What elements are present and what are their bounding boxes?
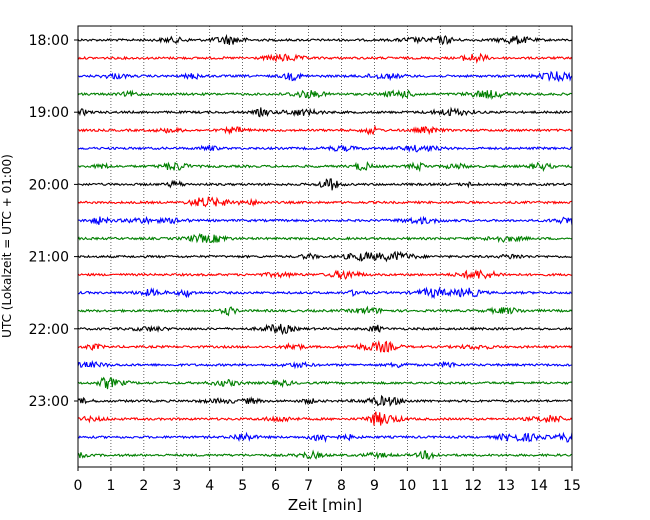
seismic-trace [77,106,573,118]
seismic-trace [77,286,573,300]
seismic-trace [77,144,573,153]
y-tick-label: 19:00 [29,105,69,121]
seismic-trace [77,250,573,263]
plot-frame [77,25,573,468]
seismic-trace [77,196,573,208]
x-tick-label: 5 [238,478,247,494]
seismic-trace [77,52,573,64]
y-tick-label: 21:00 [29,250,69,266]
x-tick-label: 8 [337,478,346,494]
y-tick-label: 18:00 [29,33,69,49]
x-tick-label: 13 [497,478,515,494]
x-tick-label: 6 [271,478,280,494]
y-tick-label: 22:00 [29,322,69,338]
x-tick-label: 0 [74,478,83,494]
trace-group [77,33,573,460]
y-axis-label: UTC (Lokalzeit = UTC + 01:00) [0,154,14,338]
seismic-trace [77,394,573,407]
seismic-trace [77,33,573,46]
x-axis-label: Zeit [min] [288,496,362,514]
x-axis-ticks: 0 1 2 3 4 5 6 7 8 9 10 11 12 13 14 15 [74,467,581,494]
seismic-trace [77,232,573,244]
seismic-trace [77,339,573,353]
seismic-trace [77,178,573,191]
x-tick-label: 10 [398,478,416,494]
seismic-trace [77,269,573,281]
seismic-trace [77,70,573,83]
seismic-trace [77,215,573,226]
seismic-trace [77,89,573,100]
seismic-trace [77,360,573,370]
x-tick-label: 2 [139,478,148,494]
seismic-trace [77,124,573,136]
x-tick-label: 14 [530,478,548,494]
y-axis-ticks: 18:00 19:00 20:00 21:00 22:00 23:00 [29,33,78,410]
seismic-trace [77,323,573,336]
seismic-trace [77,376,573,390]
x-tick-label: 1 [106,478,115,494]
x-tick-label: 11 [431,478,449,494]
y-tick-label: 23:00 [29,394,69,410]
x-tick-label: 7 [304,478,313,494]
seismic-trace [77,449,573,460]
x-tick-label: 4 [205,478,214,494]
y-tick-label: 20:00 [29,177,69,193]
x-tick-label: 3 [172,478,181,494]
x-tick-label: 12 [464,478,482,494]
x-tick-label: 15 [563,478,581,494]
seismic-trace [77,160,573,173]
seismic-trace [77,305,573,317]
seismic-trace [77,431,573,443]
x-tick-label: 9 [370,478,379,494]
seismic-trace [77,411,573,426]
